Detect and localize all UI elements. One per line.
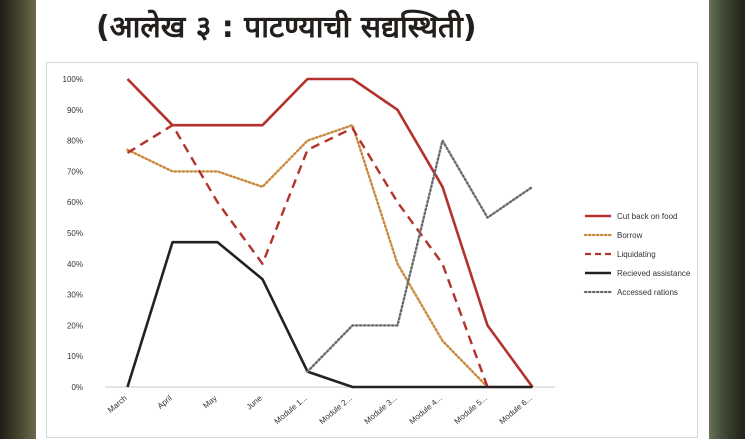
- x-tick-label: Module 5...: [453, 394, 489, 426]
- chart-frame: 0% 10% 20% 30% 40% 50% 60% 70% 80% 90% 100% March Ap…: [46, 62, 698, 438]
- line-chart: 0% 10% 20% 30% 40% 50% 60% 70% 80% 90% 100% March Ap…: [63, 75, 691, 426]
- y-tick-label: 20%: [67, 321, 83, 330]
- background-left: [0, 0, 36, 439]
- y-tick-label: 40%: [67, 260, 83, 269]
- legend-label: Accessed rations: [617, 288, 678, 297]
- y-tick-label: 10%: [67, 352, 83, 361]
- x-tick-label: Module 1...: [273, 394, 309, 426]
- x-tick-label: March: [106, 394, 129, 415]
- series-line-2: [126, 124, 534, 389]
- slide-title: (आलेख ३ : पाटण्याची सद्यस्थिती): [96, 10, 477, 45]
- y-tick-label: 90%: [67, 106, 83, 115]
- x-tick-label: June: [245, 393, 264, 411]
- x-tick-label: Module 3...: [363, 394, 399, 426]
- y-tick-label: 70%: [67, 167, 83, 176]
- y-tick-label: 50%: [67, 229, 83, 238]
- slide: (आलेख ३ : पाटण्याची सद्यस्थिती) 0% 10% 20%…: [36, 0, 709, 439]
- legend-label: Recieved assistance: [617, 269, 691, 278]
- y-tick-label: 80%: [67, 137, 83, 146]
- y-tick-label: 0%: [71, 383, 83, 392]
- x-tick-label: Module 4...: [408, 394, 444, 426]
- x-tick-label: May: [201, 394, 218, 411]
- series-line-1: [126, 77, 534, 388]
- y-tick-label: 30%: [67, 291, 83, 300]
- series-line-4: [126, 240, 533, 389]
- legend-label: Cut back on food: [617, 212, 677, 221]
- legend-label: Liquidating: [617, 250, 656, 259]
- x-tick-label: Module 2...: [318, 394, 354, 426]
- background-right: [709, 0, 745, 439]
- legend-label: Borrow: [617, 231, 643, 240]
- x-tick-label: Module 6...: [498, 394, 534, 426]
- y-tick-label: 60%: [67, 198, 83, 207]
- x-tick-label: April: [156, 394, 174, 411]
- series-line-3: [126, 124, 489, 388]
- y-tick-label: 100%: [63, 75, 83, 84]
- series-line-5: [306, 139, 534, 373]
